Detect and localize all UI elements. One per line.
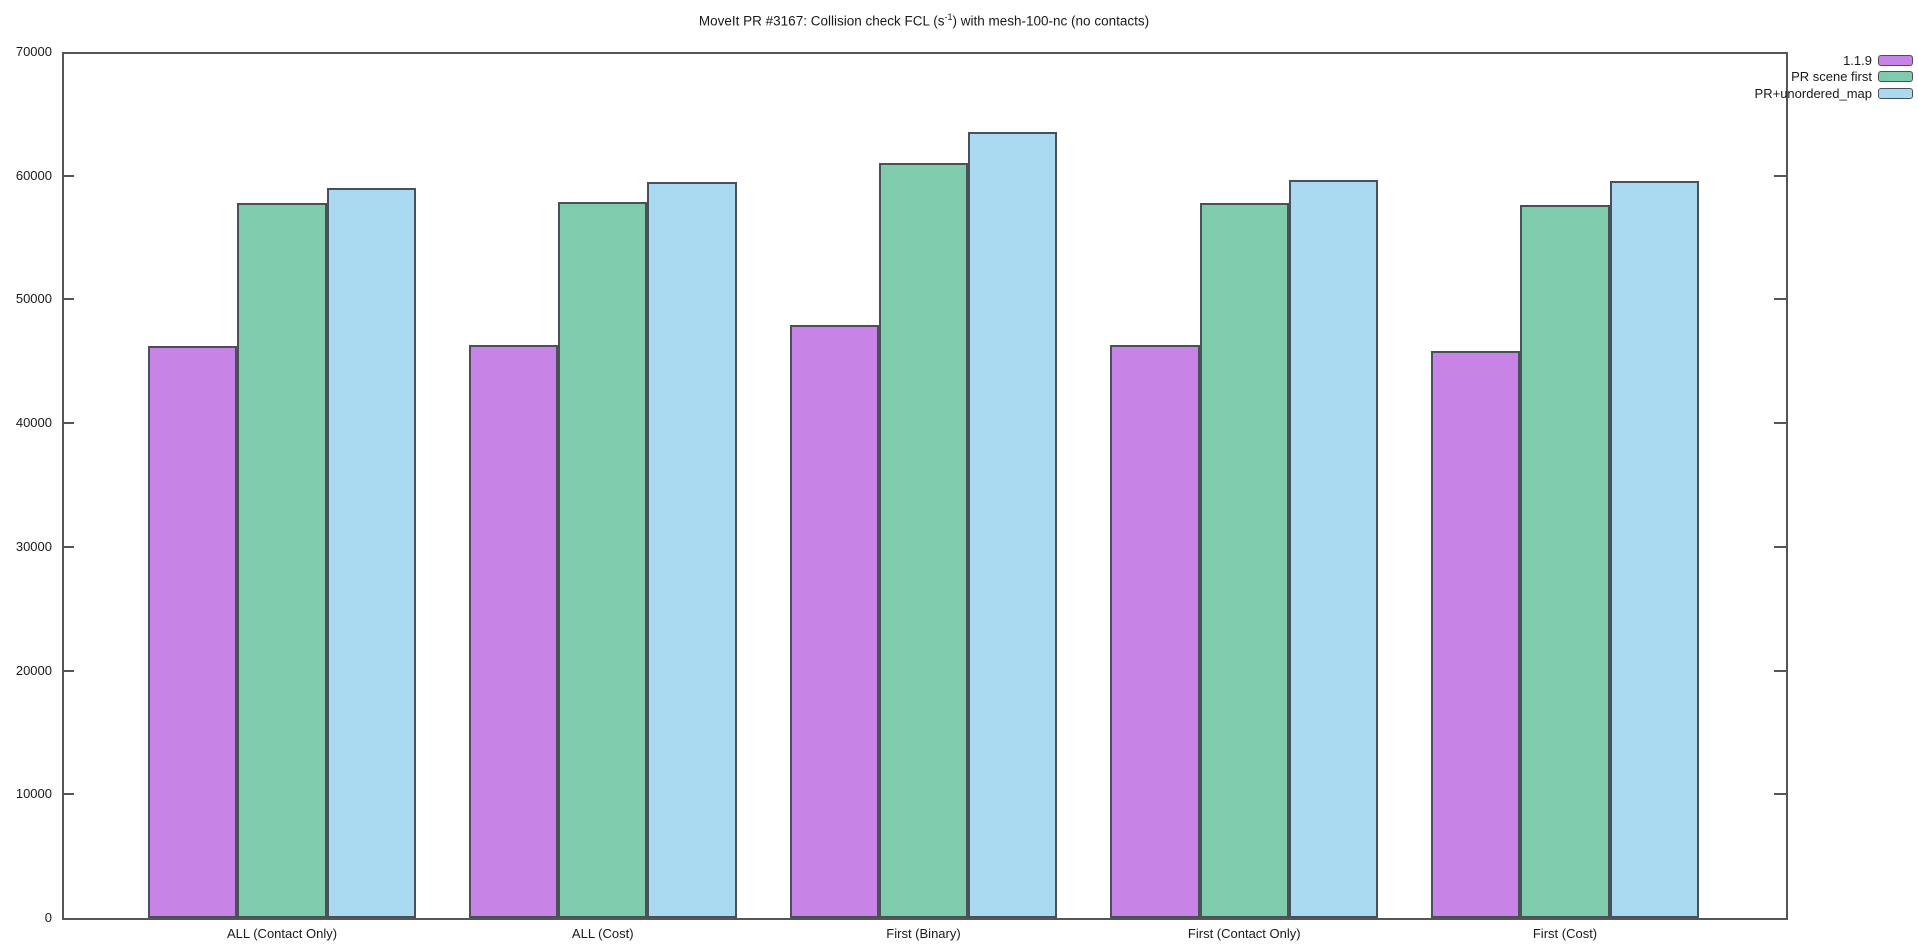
y-tick-right bbox=[1774, 422, 1786, 425]
y-axis-tick-label: 40000 bbox=[15, 415, 52, 431]
bar-pr-unordered-map bbox=[1288, 180, 1379, 918]
y-tick-right bbox=[1774, 174, 1786, 177]
legend-label: PR scene first bbox=[1791, 69, 1872, 85]
y-axis-tick-label: 30000 bbox=[15, 538, 52, 554]
x-axis-category-label: ALL (Cost) bbox=[571, 926, 634, 941]
x-axis-category-label: First (Binary) bbox=[886, 926, 961, 941]
y-tick-left bbox=[62, 669, 74, 672]
y-axis-tick-label: 20000 bbox=[15, 662, 52, 678]
x-axis-category-label: ALL (Contact Only) bbox=[226, 926, 338, 941]
y-tick-left bbox=[62, 298, 74, 301]
legend-row: 1.1.9 bbox=[1755, 52, 1913, 69]
legend-label: PR+unordered_map bbox=[1754, 85, 1872, 101]
legend-row: PR+unordered_map bbox=[1755, 85, 1913, 102]
bar-pr-unordered-map bbox=[647, 181, 737, 918]
bar-pr-scene-first bbox=[878, 163, 969, 918]
y-tick-right bbox=[1774, 669, 1786, 672]
bar-1-1-9 bbox=[1110, 345, 1200, 918]
bar-pr-unordered-map bbox=[968, 131, 1058, 918]
chart-title-prefix: MoveIt PR #3167: Collision check FCL (s bbox=[698, 13, 945, 29]
y-axis-tick-label: 50000 bbox=[15, 291, 52, 307]
x-axis-category-label: First (Cost) bbox=[1532, 926, 1598, 941]
bar-1-1-9 bbox=[789, 324, 879, 918]
y-axis-tick-label: 70000 bbox=[15, 44, 52, 59]
bar-1-1-9 bbox=[468, 345, 559, 918]
bar-pr-scene-first bbox=[237, 202, 327, 918]
bar-1-1-9 bbox=[1431, 350, 1521, 918]
y-axis-tick-label: 0 bbox=[44, 910, 52, 925]
y-axis-tick-label: 10000 bbox=[15, 786, 52, 802]
bar-pr-unordered-map bbox=[326, 188, 416, 918]
legend-swatch bbox=[1878, 71, 1913, 83]
y-tick-left bbox=[62, 174, 74, 177]
bar-pr-unordered-map bbox=[1609, 181, 1699, 918]
bar-pr-scene-first bbox=[1520, 204, 1610, 918]
x-axis-category-label: First (Contact Only) bbox=[1187, 926, 1301, 941]
legend-label: 1.1.9 bbox=[1843, 52, 1872, 68]
legend-row: PR scene first bbox=[1755, 69, 1913, 86]
chart-title-superscript: -1 bbox=[944, 12, 953, 22]
legend: 1.1.9 PR scene first PR+unordered_map bbox=[1755, 52, 1913, 102]
y-axis-tick-label: 60000 bbox=[15, 167, 52, 183]
chart-title: MoveIt PR #3167: Collision check FCL (s-… bbox=[62, 12, 1786, 29]
y-tick-right bbox=[1774, 793, 1786, 796]
legend-swatch bbox=[1878, 87, 1913, 99]
plot-area bbox=[62, 52, 1788, 920]
bar-pr-scene-first bbox=[1199, 202, 1289, 918]
legend-swatch bbox=[1878, 54, 1913, 66]
y-tick-left bbox=[62, 422, 74, 425]
y-tick-right bbox=[1774, 298, 1786, 301]
chart-title-suffix: ) with mesh-100-nc (no contacts) bbox=[952, 13, 1150, 29]
bar-1-1-9 bbox=[148, 345, 238, 918]
y-tick-left bbox=[62, 793, 74, 796]
y-tick-left bbox=[62, 545, 74, 548]
y-tick-right bbox=[1774, 545, 1786, 548]
bar-pr-scene-first bbox=[558, 201, 648, 918]
